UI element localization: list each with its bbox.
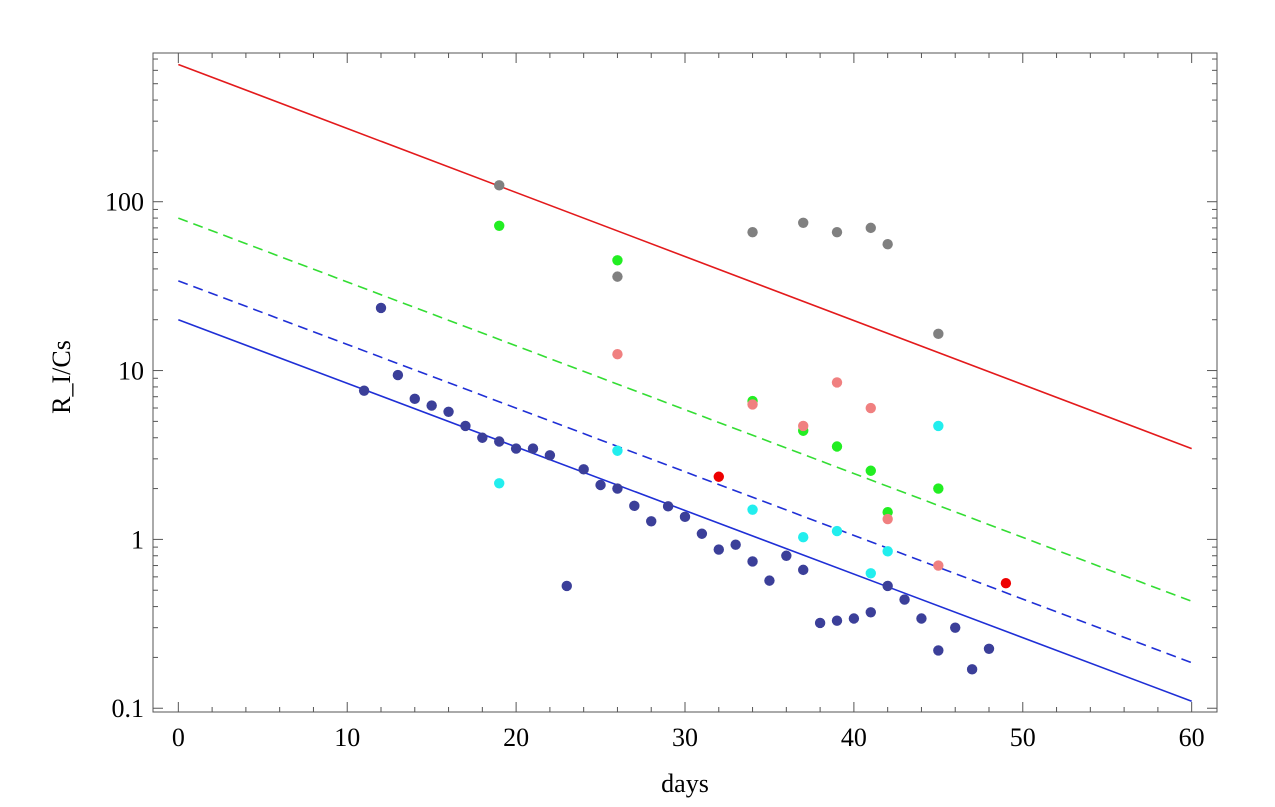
data-point [494,478,505,489]
plot-border [152,52,1218,713]
y-tick-label: 10 [118,357,144,386]
data-point [933,560,944,571]
fit-line-4 [178,318,1192,702]
data-point [831,525,843,537]
data-point [358,385,370,396]
data-point [409,393,420,405]
data-point [916,613,927,624]
data-point [764,575,775,586]
data-points [358,180,1012,675]
data-point [814,617,826,629]
data-point [713,544,724,555]
data-point [561,580,572,592]
data-point [798,532,809,543]
data-point [527,443,539,454]
data-point [831,377,843,388]
data-point [612,255,623,266]
x-tick-label: 10 [334,723,360,752]
data-point [882,546,893,557]
data-point [899,594,910,605]
x-tick-label: 60 [1179,723,1205,752]
data-point [865,222,876,234]
y-tick-label: 0.1 [112,694,145,723]
x-axis-label: days [661,769,709,798]
data-point [494,436,505,447]
fit-line-3 [178,280,1192,664]
data-point [747,556,758,567]
data-point [933,328,944,340]
data-point [747,226,758,238]
data-point [713,471,724,482]
data-point [865,465,876,476]
data-point [426,400,437,411]
data-point [679,511,691,523]
axis-ticks: 0 10 20 30 40 50 60 0.1 1 10 100 [105,53,1217,752]
data-point [933,420,944,432]
data-point [747,399,758,410]
plot-frame [152,52,1218,713]
data-point [865,402,876,414]
x-tick-label: 20 [503,723,529,752]
data-point [933,483,944,494]
x-tick-label: 0 [172,723,185,752]
data-point [865,607,876,618]
data-point [696,528,708,539]
y-tick-label: 100 [105,188,144,217]
data-point [882,239,893,250]
fit-line-1 [178,63,1192,450]
data-point [781,550,792,561]
data-point [882,580,893,592]
data-point [544,450,556,461]
data-point [612,445,623,456]
data-point [831,615,843,626]
data-point [494,220,505,232]
data-point [578,464,589,475]
data-point [477,432,488,443]
data-point [494,180,505,191]
data-point [966,664,978,675]
data-point [612,271,623,282]
data-point [882,513,893,525]
data-point [612,483,623,494]
data-point [595,479,606,491]
data-point [798,217,809,229]
data-point [933,645,944,656]
data-point [950,622,961,633]
data-point [865,568,876,579]
data-point [510,443,522,454]
fit-line-2 [178,217,1192,603]
data-point [629,500,640,512]
x-tick-label: 50 [1010,723,1036,752]
data-point [848,613,860,624]
data-point [646,516,657,527]
fit-lines [178,63,1192,702]
data-point [730,539,741,550]
data-point [798,564,809,576]
data-point [983,643,995,654]
data-point [662,501,674,512]
data-point [1000,578,1012,589]
x-tick-label: 30 [672,723,698,752]
data-point [443,406,454,417]
y-tick-label: 1 [131,525,144,554]
data-point [747,504,758,515]
data-point [612,348,623,360]
data-point [460,420,471,432]
data-point [392,369,404,381]
x-tick-label: 40 [841,723,867,752]
data-point [798,420,809,432]
y-axis-label: R_I/Cs [47,340,76,414]
data-point [831,441,843,452]
data-point [831,226,843,238]
data-point [375,302,387,314]
